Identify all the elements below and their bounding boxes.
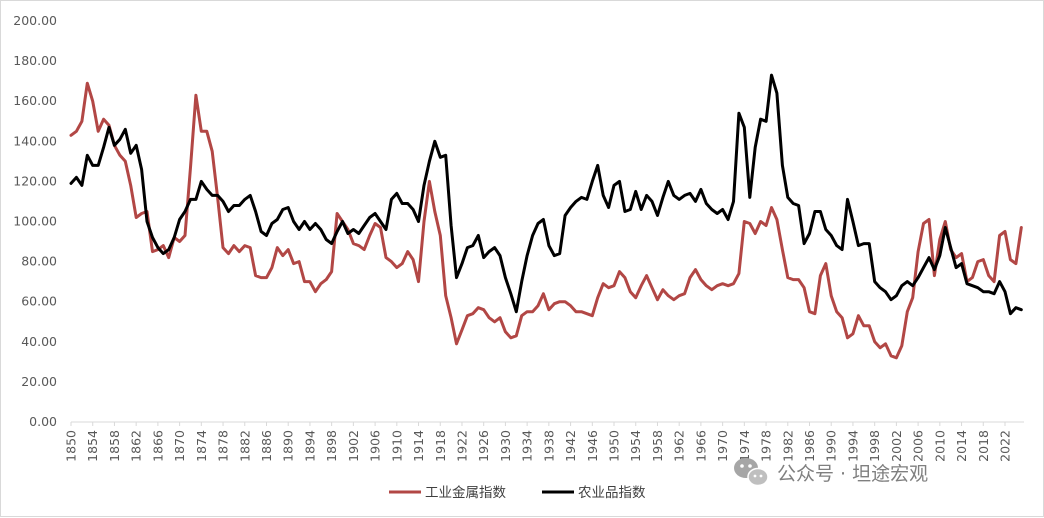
y-tick-label: 180.00	[13, 53, 57, 68]
x-tick-label: 1866	[150, 430, 165, 462]
legend-item-metal[interactable]: 工业金属指数	[389, 485, 506, 501]
x-tick-label: 1934	[520, 430, 535, 462]
y-tick-label: 200.00	[13, 13, 57, 28]
x-tick-label: 2018	[976, 430, 991, 462]
x-tick-label: 1962	[672, 430, 687, 462]
x-tick-label: 1902	[346, 430, 361, 462]
x-tick-label: 1966	[693, 430, 708, 462]
x-tick-label: 1922	[454, 430, 469, 462]
x-tick-label: 1938	[541, 430, 556, 462]
x-tick-label: 1910	[389, 430, 404, 462]
x-tick-label: 2002	[889, 430, 904, 462]
x-tick-label: 1918	[433, 430, 448, 462]
x-tick-label: 1886	[259, 430, 274, 462]
x-tick-label: 1926	[476, 430, 491, 462]
wechat-icon	[734, 458, 769, 487]
x-tick-label: 1990	[824, 430, 839, 462]
y-axis: 0.00 20.00 40.00 60.00 80.00 100.00 120.00 140.…	[13, 13, 57, 429]
x-tick-label: 1870	[172, 430, 187, 462]
x-tick-label: 1958	[650, 430, 665, 462]
x-tick-label: 1986	[802, 430, 817, 462]
series-lines	[69, 73, 1023, 360]
y-tick-label: 40.00	[21, 334, 57, 349]
y-tick-label: 20.00	[21, 374, 57, 389]
x-tick-label: 1914	[411, 430, 426, 462]
legend-label-agri: 农业品指数	[578, 485, 646, 501]
x-tick-label: 1998	[867, 430, 882, 462]
x-tick-label: 1894	[302, 430, 317, 462]
x-tick-label: 1970	[715, 430, 730, 462]
watermark: 公众号 · 坦途宏观	[734, 458, 928, 487]
watermark-text: 公众号 · 坦途宏观	[777, 463, 928, 485]
series-line-agri	[69, 73, 1023, 316]
x-tick-label: 1978	[759, 430, 774, 462]
x-tick-label: 1854	[85, 430, 100, 462]
x-tick-label: 1930	[498, 430, 513, 462]
x-tick-label: 1946	[585, 430, 600, 462]
y-tick-label: 120.00	[13, 173, 57, 188]
x-tick-label: 1882	[237, 430, 252, 462]
y-tick-label: 0.00	[29, 414, 57, 429]
y-tick-label: 140.00	[13, 133, 57, 148]
legend: 工业金属指数 农业品指数	[389, 485, 646, 501]
y-tick-label: 100.00	[13, 214, 57, 229]
x-tick-label: 1850	[64, 430, 79, 462]
x-tick-label: 1862	[129, 430, 144, 462]
legend-item-agri[interactable]: 农业品指数	[542, 485, 646, 501]
x-tick-label: 1906	[368, 430, 383, 462]
x-tick-label: 1858	[107, 430, 122, 462]
legend-label-metal: 工业金属指数	[425, 485, 506, 501]
x-tick-label: 1942	[563, 430, 578, 462]
x-tick-label: 1950	[607, 430, 622, 462]
x-tick-label: 1874	[194, 430, 209, 462]
y-tick-label: 80.00	[21, 254, 57, 269]
x-tick-label: 1878	[216, 430, 231, 462]
x-tick-label: 2010	[932, 430, 947, 462]
y-tick-label: 60.00	[21, 294, 57, 309]
x-tick-label: 1982	[780, 430, 795, 462]
x-tick-label: 1898	[324, 430, 339, 462]
x-axis: 1850 1854 1858 1862 1866 1870 1874 1878 1882 1886…	[64, 422, 1012, 462]
x-tick-label: 1954	[628, 430, 643, 462]
x-tick-label: 1890	[281, 430, 296, 462]
y-tick-label: 160.00	[13, 93, 57, 108]
x-tick-label: 1994	[845, 430, 860, 462]
x-tick-label: 2014	[954, 430, 969, 462]
x-tick-label: 2022	[997, 430, 1012, 462]
x-tick-label: 2006	[911, 430, 926, 462]
x-tick-label: 1974	[737, 430, 752, 462]
series-line-metal	[69, 81, 1023, 360]
